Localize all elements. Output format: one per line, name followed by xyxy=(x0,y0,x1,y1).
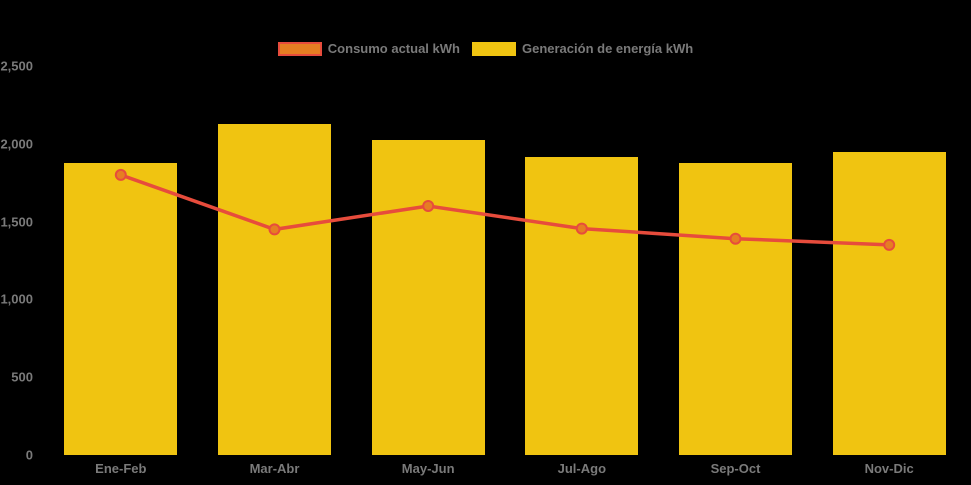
legend-swatch-consumo xyxy=(277,42,322,56)
legend-item-generacion[interactable]: Generación de energía kWh xyxy=(471,41,694,56)
bar-sep-oct[interactable] xyxy=(679,163,792,455)
line-marker-sep-oct[interactable] xyxy=(729,232,742,245)
legend-label-generacion: Generación de energía kWh xyxy=(521,41,694,56)
x-tick-label-sep-oct: Sep-Oct xyxy=(710,461,761,476)
line-marker-jul-ago[interactable] xyxy=(575,222,588,235)
consumption-line-layer xyxy=(114,168,896,251)
line-marker-mar-abr[interactable] xyxy=(268,223,281,236)
y-tick-label: 1,500 xyxy=(0,214,33,230)
y-tick-label: 500 xyxy=(11,369,33,385)
legend-label-consumo: Consumo actual kWh xyxy=(327,41,460,56)
bar-mar-abr[interactable] xyxy=(218,123,331,455)
line-marker-nov-dic[interactable] xyxy=(883,238,896,251)
bar-jul-ago[interactable] xyxy=(525,157,639,455)
y-tick-label: 0 xyxy=(25,447,33,463)
y-tick-label: 1,000 xyxy=(0,291,33,307)
bar-may-jun[interactable] xyxy=(371,139,485,455)
x-tick-label-may-jun: May-Jun xyxy=(401,461,455,476)
x-tick-label-nov-dic: Nov-Dic xyxy=(864,461,914,476)
line-marker-may-jun[interactable] xyxy=(422,200,435,212)
x-tick-label-jul-ago: Jul-Ago xyxy=(557,461,607,476)
legend-item-consumo-actual[interactable]: Consumo actual kWh xyxy=(277,41,460,56)
bar-ene-feb[interactable] xyxy=(64,163,178,455)
line-marker-ene-feb[interactable] xyxy=(114,168,127,181)
legend: Consumo actual kWh Generación de energía… xyxy=(0,42,971,56)
bar-nov-dic[interactable] xyxy=(832,152,946,455)
consumption-line xyxy=(120,173,890,247)
plot-area xyxy=(44,66,966,455)
y-tick-label: 2,000 xyxy=(0,136,33,152)
x-tick-label-ene-feb: Ene-Feb xyxy=(95,461,147,476)
legend-swatch-generacion xyxy=(471,42,516,56)
x-tick-label-mar-abr: Mar-Abr xyxy=(249,461,300,476)
y-tick-label: 2,500 xyxy=(0,58,33,74)
